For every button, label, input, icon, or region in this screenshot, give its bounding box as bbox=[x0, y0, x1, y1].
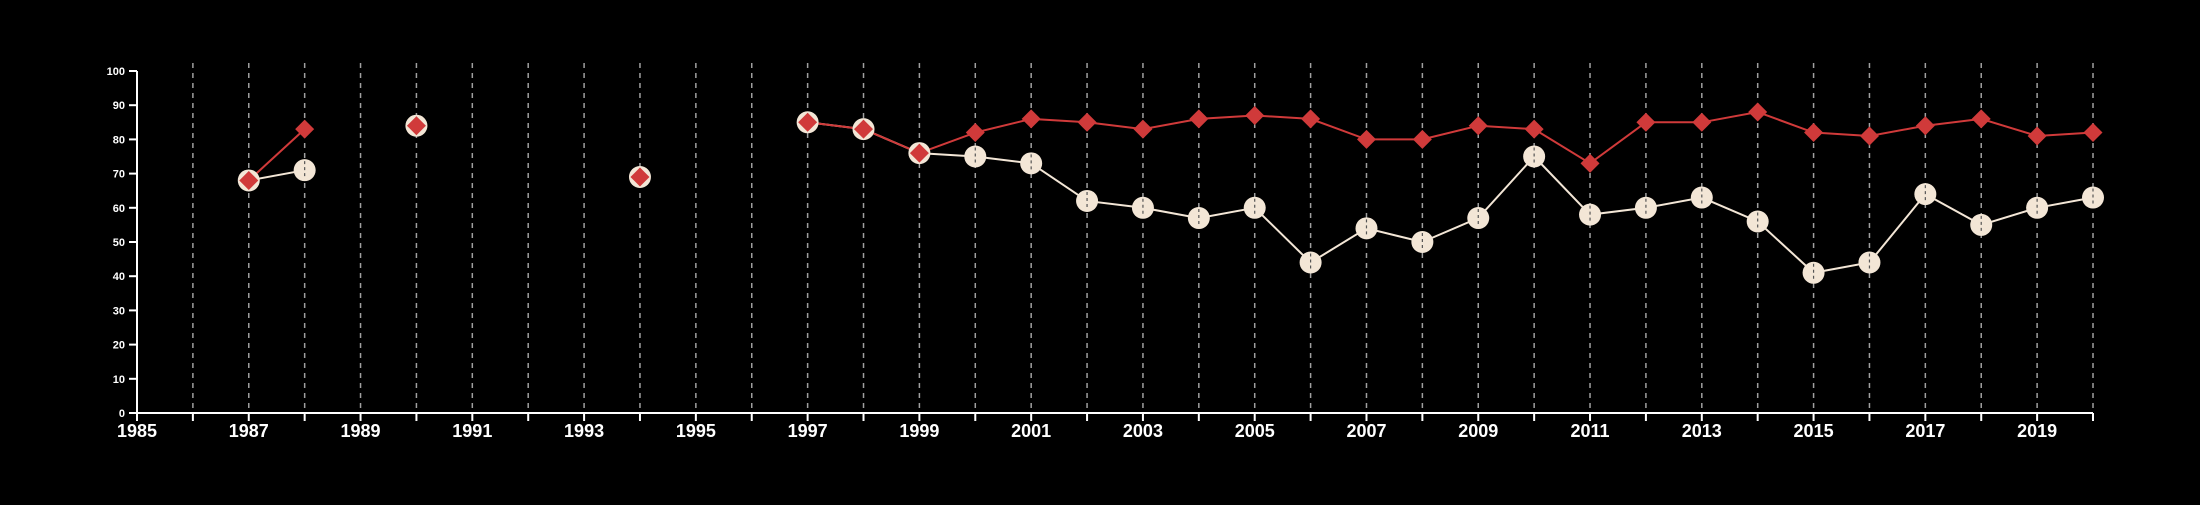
series-0-point-2018 bbox=[1971, 109, 1991, 129]
grid-layer bbox=[192, 63, 2094, 413]
y-tick-label-60: 60 bbox=[113, 203, 125, 215]
y-tick-label-80: 80 bbox=[113, 134, 125, 146]
series-0-point-2002 bbox=[1077, 112, 1097, 132]
series-1-line bbox=[807, 121, 2094, 274]
x-tick-label-2009: 2009 bbox=[1458, 421, 1498, 441]
y-tick-label-100: 100 bbox=[107, 66, 125, 78]
y-tick-label-30: 30 bbox=[113, 305, 125, 317]
x-tick-label-1987: 1987 bbox=[229, 421, 269, 441]
x-tick-label-2003: 2003 bbox=[1123, 421, 1163, 441]
series-0-point-1999 bbox=[909, 143, 929, 163]
series-0-point-2000 bbox=[965, 123, 985, 143]
series-0-line bbox=[248, 128, 306, 182]
y-tick-label-40: 40 bbox=[113, 271, 125, 283]
y-tick-label-0: 0 bbox=[119, 408, 125, 420]
series-0-point-1998 bbox=[854, 119, 874, 139]
series-0-point-2005 bbox=[1245, 105, 1265, 125]
series-0-point-2020 bbox=[2083, 123, 2103, 143]
series-layer bbox=[237, 102, 2104, 284]
x-tick-label-2019: 2019 bbox=[2017, 421, 2057, 441]
series-0-point-2011 bbox=[1580, 153, 1600, 173]
x-tick-label-2013: 2013 bbox=[1682, 421, 1722, 441]
x-tick-label-2011: 2011 bbox=[1570, 421, 1609, 441]
series-0-point-1997 bbox=[798, 112, 818, 132]
series-0-point-2008 bbox=[1412, 129, 1432, 149]
axis-layer: 0 10 20 30 40 50 60 70 80 90 100 1985 1987 1989 1991 19… bbox=[107, 66, 2094, 441]
series-0-point-1994 bbox=[630, 167, 650, 187]
series-0-point-1987 bbox=[239, 170, 259, 190]
x-tick-label-1993: 1993 bbox=[564, 421, 604, 441]
series-0-point-2007 bbox=[1356, 129, 1376, 149]
series-0-point-2010 bbox=[1524, 119, 1544, 139]
y-tick-label-10: 10 bbox=[113, 374, 125, 386]
series-0-point-2013 bbox=[1692, 112, 1712, 132]
x-tick-label-1997: 1997 bbox=[788, 421, 828, 441]
x-tick-label-1995: 1995 bbox=[676, 421, 716, 441]
x-tick-label-2007: 2007 bbox=[1346, 421, 1386, 441]
x-tick-label-1999: 1999 bbox=[899, 421, 939, 441]
series-0-point-2015 bbox=[1804, 123, 1824, 143]
series-0-point-2001 bbox=[1021, 109, 1041, 129]
series-0-point-2019 bbox=[2027, 126, 2047, 146]
series-0-line bbox=[807, 111, 2094, 165]
series-0-point-2014 bbox=[1748, 102, 1768, 122]
x-tick-label-1991: 1991 bbox=[452, 421, 492, 441]
series-0-point-2017 bbox=[1915, 116, 1935, 136]
series-0-point-2004 bbox=[1189, 109, 1209, 129]
x-tick-label-2001: 2001 bbox=[1011, 421, 1051, 441]
y-tick-label-20: 20 bbox=[113, 340, 125, 352]
y-tick-label-70: 70 bbox=[113, 169, 125, 181]
x-tick-label-1989: 1989 bbox=[341, 421, 381, 441]
x-tick-label-2017: 2017 bbox=[1905, 421, 1945, 441]
y-tick-label-50: 50 bbox=[113, 237, 125, 249]
series-0-point-2006 bbox=[1301, 109, 1321, 129]
series-0-point-1990 bbox=[406, 116, 426, 136]
series-0-point-2009 bbox=[1468, 116, 1488, 136]
x-tick-label-1985: 1985 bbox=[117, 421, 157, 441]
y-tick-label-90: 90 bbox=[113, 100, 125, 112]
x-tick-label-2015: 2015 bbox=[1794, 421, 1834, 441]
series-0-point-2016 bbox=[1859, 126, 1879, 146]
series-0-point-1988 bbox=[295, 119, 315, 139]
x-tick-label-2005: 2005 bbox=[1235, 421, 1275, 441]
series-0-point-2012 bbox=[1636, 112, 1656, 132]
series-0-point-2003 bbox=[1133, 119, 1153, 139]
